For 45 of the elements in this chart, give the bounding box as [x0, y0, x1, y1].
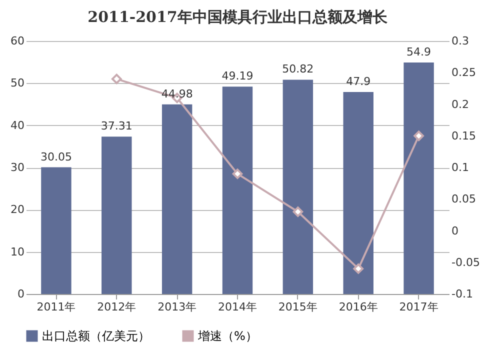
bar: [102, 136, 132, 294]
y2-tick-label: 0.25: [452, 66, 476, 80]
y2-tick-label: 0.05: [452, 192, 476, 206]
point: [353, 264, 364, 274]
x-tick-label: 2017年: [399, 300, 438, 314]
y2-tick-label: 0.1: [452, 161, 469, 174]
y-tick-label: 30: [10, 161, 24, 174]
y-tick-label: 50: [10, 76, 24, 90]
legend-label: 出口总额（亿美元）: [42, 329, 150, 343]
y-tick-label: 20: [10, 203, 24, 216]
x-tick-label: 2013年: [158, 300, 197, 314]
bar: [404, 62, 434, 294]
bar: [343, 92, 374, 294]
data-label: 54.9: [406, 46, 432, 59]
x-tick-label: 2014年: [218, 300, 257, 314]
data-label: 44.98: [161, 87, 193, 100]
y-tick-label: 40: [10, 118, 24, 132]
data-label: 30.05: [40, 150, 72, 164]
chart-title: 2011-2017年中国模具行业出口总额及增长: [88, 8, 388, 26]
x-tick-label: 2011年: [36, 300, 76, 314]
legend-label: 增速（%）: [197, 329, 258, 343]
bar: [282, 80, 314, 294]
data-label: 37.31: [100, 120, 132, 133]
point: [111, 74, 122, 84]
data-label: 49.19: [222, 70, 254, 83]
bar: [222, 86, 253, 294]
y2-tick-label: 0: [452, 224, 458, 238]
point: [292, 206, 304, 217]
data-label: 47.9: [346, 75, 371, 88]
x-tick-label: 2016年: [338, 300, 378, 314]
y-tick-label: 60: [10, 34, 24, 48]
x-tick-label: 2012年: [97, 300, 136, 314]
bar: [41, 167, 72, 294]
data-label: 50.82: [282, 62, 314, 76]
y2-tick-label: 0.2: [452, 98, 469, 111]
bar: [162, 104, 192, 294]
y2-tick-label: -0.1: [452, 288, 473, 300]
y-tick-label: 10: [10, 245, 24, 258]
point: [414, 130, 424, 142]
x-tick-label: 2015年: [278, 300, 318, 314]
point: [232, 168, 243, 180]
y2-tick-label: -0.05: [452, 256, 480, 269]
y2-tick-label: 0.15: [452, 129, 476, 142]
y2-tick-label: 0.3: [452, 34, 469, 48]
y-tick-label: 0: [18, 288, 24, 300]
